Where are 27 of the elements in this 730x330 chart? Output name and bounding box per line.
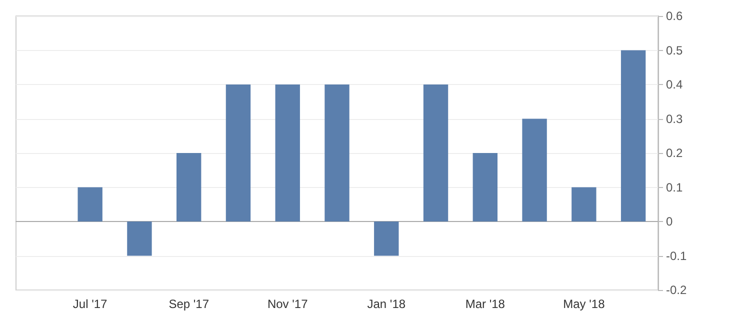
y-tick-label: 0.5 <box>666 43 684 58</box>
y-tick-label: 0.1 <box>666 180 684 194</box>
bar <box>374 222 399 256</box>
y-tick-label: 0.4 <box>666 78 684 92</box>
bar <box>324 84 350 222</box>
y-tick-label: -0.2 <box>666 283 688 297</box>
x-tick-label: Jul '17 <box>72 297 108 311</box>
bar <box>275 84 300 222</box>
x-tick-label: Jan '18 <box>367 297 406 311</box>
y-tick-label: 0 <box>666 214 673 228</box>
y-tick-label: 0.3 <box>666 112 684 126</box>
x-tick-label: Nov '17 <box>267 297 308 311</box>
bar <box>522 118 547 222</box>
y-tick-label: -0.1 <box>666 248 688 263</box>
x-tick-label: May '18 <box>563 297 606 311</box>
y-tick-label: 0.6 <box>666 9 684 23</box>
bar <box>572 187 596 222</box>
bar <box>78 187 102 222</box>
bar <box>226 84 251 222</box>
bar <box>472 153 498 222</box>
bar <box>423 84 448 222</box>
bar <box>620 50 646 222</box>
y-tick-label: 0.2 <box>666 146 684 160</box>
x-tick-label: Sep '17 <box>168 297 210 311</box>
bar <box>127 222 152 256</box>
bar <box>176 153 202 222</box>
x-tick-label: Mar '18 <box>465 297 506 311</box>
